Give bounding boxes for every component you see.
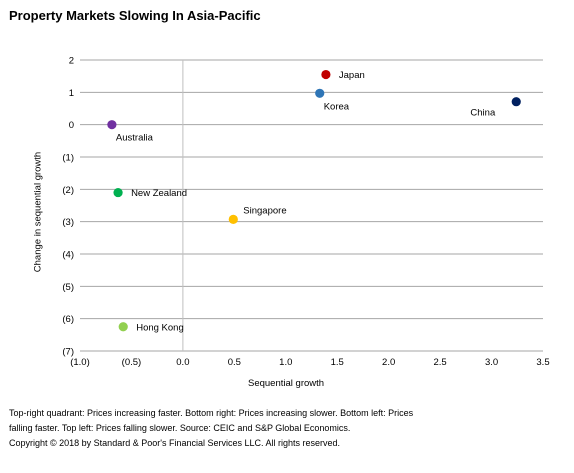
footnote-line-2: falling faster. Top left: Prices falling… bbox=[9, 423, 351, 433]
footnote-line-3: Copyright © 2018 by Standard & Poor's Fi… bbox=[9, 438, 341, 448]
y-tick-label: (2) bbox=[62, 185, 74, 196]
y-tick-label: 1 bbox=[69, 88, 74, 99]
x-tick-label: (0.5) bbox=[122, 357, 142, 368]
point-hong-kong bbox=[118, 322, 128, 332]
point-label-korea: Korea bbox=[324, 101, 350, 112]
point-label-hong-kong: Hong Kong bbox=[136, 322, 184, 333]
scatter-chart: (1.0) (0.5) 0.0 0.5 1.0 1.5 2.0 2.5 3.0 3.5 2 1 0 (1… bbox=[62, 56, 549, 369]
y-tick-label: (6) bbox=[62, 314, 74, 325]
point-label-china: China bbox=[470, 108, 496, 119]
x-tick-label: (1.0) bbox=[70, 357, 90, 368]
gridlines bbox=[80, 59, 543, 352]
footnote-line-1: Top-right quadrant: Prices increasing fa… bbox=[9, 408, 414, 418]
x-tick-label: 0.0 bbox=[176, 357, 189, 368]
point-japan bbox=[321, 69, 331, 80]
x-tick-label: 1.0 bbox=[279, 357, 292, 368]
point-korea bbox=[315, 88, 325, 98]
point-label-new-zealand: New Zealand bbox=[131, 188, 187, 199]
data-points bbox=[107, 69, 521, 332]
y-tick-label: 0 bbox=[69, 120, 74, 131]
x-tick-label: 3.0 bbox=[485, 357, 498, 368]
footnote: Top-right quadrant: Prices increasing fa… bbox=[9, 406, 549, 451]
y-tick-label: (3) bbox=[62, 217, 74, 228]
point-label-australia: Australia bbox=[116, 133, 154, 144]
x-tick-label: 2.5 bbox=[434, 357, 447, 368]
y-tick-label: (5) bbox=[62, 282, 74, 293]
point-china bbox=[511, 97, 521, 107]
x-tick-label: 2.0 bbox=[382, 357, 395, 368]
x-tick-label: 3.5 bbox=[536, 357, 549, 368]
y-tick-labels: 2 1 0 (1) (2) (3) (4) (5) (6) (7) bbox=[62, 56, 74, 358]
y-tick-label: (4) bbox=[62, 250, 74, 261]
point-label-japan: Japan bbox=[339, 70, 365, 81]
point-labels: Japan Korea China Australia New Zealand Singa… bbox=[116, 70, 496, 333]
point-australia bbox=[107, 120, 117, 130]
point-singapore bbox=[228, 214, 238, 225]
point-label-singapore: Singapore bbox=[243, 205, 286, 216]
x-axis-title: Sequential growth bbox=[248, 378, 325, 389]
y-tick-label: (7) bbox=[62, 347, 74, 358]
y-tick-label: (1) bbox=[62, 153, 74, 164]
x-tick-label: 0.5 bbox=[228, 357, 241, 368]
y-axis-title: Change in sequential growth bbox=[32, 151, 44, 273]
chart-title: Property Markets Slowing In Asia-Pacific bbox=[9, 8, 261, 23]
x-tick-labels: (1.0) (0.5) 0.0 0.5 1.0 1.5 2.0 2.5 3.0 3.5 bbox=[70, 357, 549, 368]
y-tick-label: 2 bbox=[69, 56, 74, 67]
x-tick-label: 1.5 bbox=[331, 357, 344, 368]
point-new-zealand bbox=[113, 187, 123, 198]
